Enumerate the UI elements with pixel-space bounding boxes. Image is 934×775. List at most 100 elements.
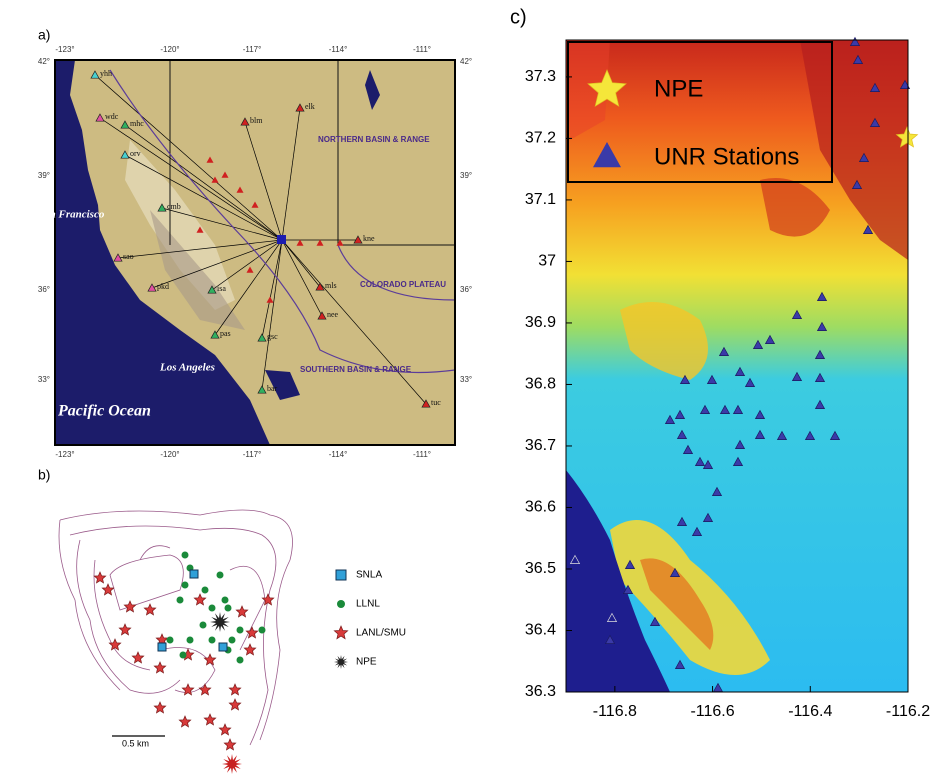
llnl-marker	[259, 627, 266, 634]
station-label: isa	[217, 284, 226, 293]
lat-tick-label: 36°	[460, 285, 472, 294]
llnl-marker	[237, 657, 244, 664]
llnl-marker	[202, 587, 209, 594]
burst-marker	[222, 754, 242, 774]
y-tick-label: 36.4	[525, 622, 556, 639]
snla-marker	[190, 570, 198, 578]
place-label: Los Angeles	[159, 362, 215, 374]
star-marker	[154, 662, 165, 673]
star-marker	[132, 652, 143, 663]
star-marker	[94, 572, 105, 583]
panel-label: a)	[38, 27, 50, 43]
station-label: orv	[130, 149, 141, 158]
figure: a) yhhwdcmhcorvcmbsaopkdisapasgscblmelkk…	[0, 0, 934, 775]
legend-label: NPE	[356, 657, 377, 668]
star-marker	[229, 684, 240, 695]
star-marker	[109, 639, 120, 650]
station-label: yhh	[100, 69, 112, 78]
lon-tick-label: -123°	[55, 45, 74, 54]
contours	[59, 510, 293, 745]
lat-tick-label: 33°	[460, 375, 472, 384]
lon-tick-label: -120°	[160, 450, 179, 459]
star-marker	[334, 626, 347, 639]
lon-tick-label: -111°	[413, 450, 431, 459]
burst-marker	[210, 612, 230, 632]
lon-tick-label: -123°	[55, 450, 74, 459]
legend-label: NPE	[654, 75, 703, 102]
star-marker	[119, 624, 130, 635]
place-label: San Francisco	[38, 209, 105, 221]
panel-label: b)	[38, 467, 50, 483]
llnl-marker	[167, 637, 174, 644]
station-label: pkd	[157, 282, 169, 291]
y-tick-label: 37.1	[525, 191, 556, 208]
llnl-marker	[177, 597, 184, 604]
region-label: NORTHERN BASIN & RANGE	[318, 135, 430, 144]
llnl-marker	[187, 637, 194, 644]
station-label: elk	[305, 102, 315, 111]
x-tick-label: -116.6	[690, 703, 734, 720]
llnl-marker	[225, 605, 232, 612]
legend-label: LLNL	[356, 599, 380, 610]
star-marker	[144, 604, 155, 615]
station-label: pas	[220, 329, 231, 338]
lat-tick-label: 39°	[460, 171, 472, 180]
lat-tick-label: 33°	[38, 375, 50, 384]
star-marker	[124, 601, 135, 612]
scale-label: 0.5 km	[122, 738, 149, 748]
llnl-marker	[209, 605, 216, 612]
lon-tick-label: -114°	[329, 450, 348, 459]
lat-tick-label: 42°	[460, 57, 472, 66]
star-marker	[224, 739, 235, 750]
center-marker	[277, 235, 286, 244]
star-marker	[199, 684, 210, 695]
lon-tick-label: -117°	[243, 450, 262, 459]
llnl-marker	[229, 637, 236, 644]
lon-tick-label: -114°	[329, 45, 348, 54]
snla-marker	[219, 643, 227, 651]
region-label: SOUTHERN BASIN & RANGE	[300, 365, 412, 374]
lat-tick-label: 39°	[38, 171, 50, 180]
burst-marker	[334, 655, 348, 669]
station-label: tuc	[431, 398, 441, 407]
terrain-map	[566, 40, 908, 692]
llnl-marker	[209, 637, 216, 644]
llnl-marker	[182, 552, 189, 559]
llnl-marker	[180, 652, 187, 659]
star-marker	[262, 594, 273, 605]
station-label: wdc	[105, 112, 119, 121]
llnl-marker	[237, 627, 244, 634]
legend-swatch	[336, 570, 346, 580]
star-marker	[204, 654, 215, 665]
y-tick-label: 37	[538, 253, 556, 270]
star-marker	[229, 699, 240, 710]
snla-marker	[158, 643, 166, 651]
station-label: blm	[250, 116, 263, 125]
station-label: gsc	[267, 332, 278, 341]
star-marker	[102, 584, 113, 595]
star-marker	[244, 644, 255, 655]
station-label: mls	[325, 281, 337, 290]
llnl-marker	[222, 597, 229, 604]
y-tick-label: 37.2	[525, 130, 556, 147]
y-tick-label: 36.3	[525, 683, 556, 700]
star-marker	[194, 594, 205, 605]
llnl-marker	[217, 572, 224, 579]
star-marker	[246, 627, 257, 638]
star-marker	[236, 606, 247, 617]
legend-label: SNLA	[356, 570, 382, 581]
legend-label: LANL/SMU	[356, 628, 406, 639]
y-tick-label: 36.7	[525, 437, 556, 454]
legend-label: UNR Stations	[654, 143, 799, 170]
region-label: COLORADO PLATEAU	[360, 280, 446, 289]
star-marker	[154, 702, 165, 713]
x-tick-label: -116.2	[886, 703, 930, 720]
station-label: mhc	[130, 119, 144, 128]
lat-tick-label: 42°	[38, 57, 50, 66]
station-label: cmb	[167, 202, 181, 211]
x-tick-label: -116.4	[788, 703, 832, 720]
y-tick-label: 36.6	[525, 499, 556, 516]
y-tick-label: 37.3	[525, 68, 556, 85]
star-marker	[204, 714, 215, 725]
